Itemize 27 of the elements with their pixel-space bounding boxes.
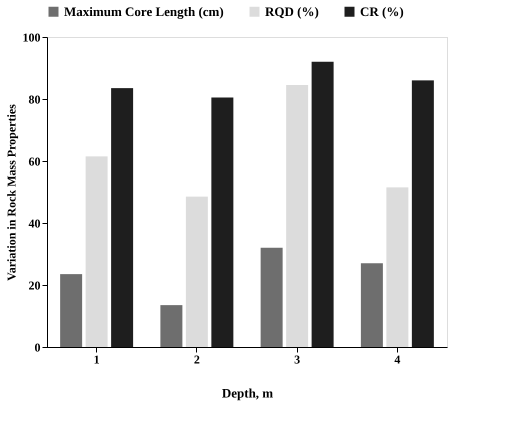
y-tick-label: 20 bbox=[28, 278, 40, 292]
bar bbox=[86, 156, 108, 347]
bar bbox=[386, 187, 408, 347]
y-tick-label: 100 bbox=[22, 30, 40, 44]
x-tick-label: 3 bbox=[294, 352, 300, 366]
legend-label: RQD (%) bbox=[265, 4, 319, 19]
y-tick-label: 80 bbox=[28, 92, 40, 106]
y-axis-title: Variation in Rock Mass Properties bbox=[4, 104, 18, 281]
y-tick-label: 60 bbox=[28, 154, 40, 168]
legend-label: CR (%) bbox=[360, 4, 404, 19]
bar bbox=[60, 274, 82, 347]
y-tick-label: 0 bbox=[34, 340, 40, 354]
y-tick-label: 40 bbox=[28, 216, 40, 230]
x-tick-label: 2 bbox=[194, 352, 200, 366]
x-tick-label: 1 bbox=[94, 352, 100, 366]
bar bbox=[260, 248, 283, 347]
bar bbox=[160, 305, 182, 347]
bar bbox=[412, 80, 434, 347]
bar bbox=[186, 196, 208, 347]
bar bbox=[286, 85, 308, 347]
x-tick-label: 4 bbox=[394, 352, 400, 366]
bar bbox=[312, 62, 334, 347]
bar bbox=[360, 263, 383, 347]
x-axis-title: Depth, m bbox=[222, 386, 274, 400]
bar bbox=[211, 97, 234, 347]
bar bbox=[111, 88, 134, 347]
legend-label: Maximum Core Length (cm) bbox=[64, 4, 224, 19]
